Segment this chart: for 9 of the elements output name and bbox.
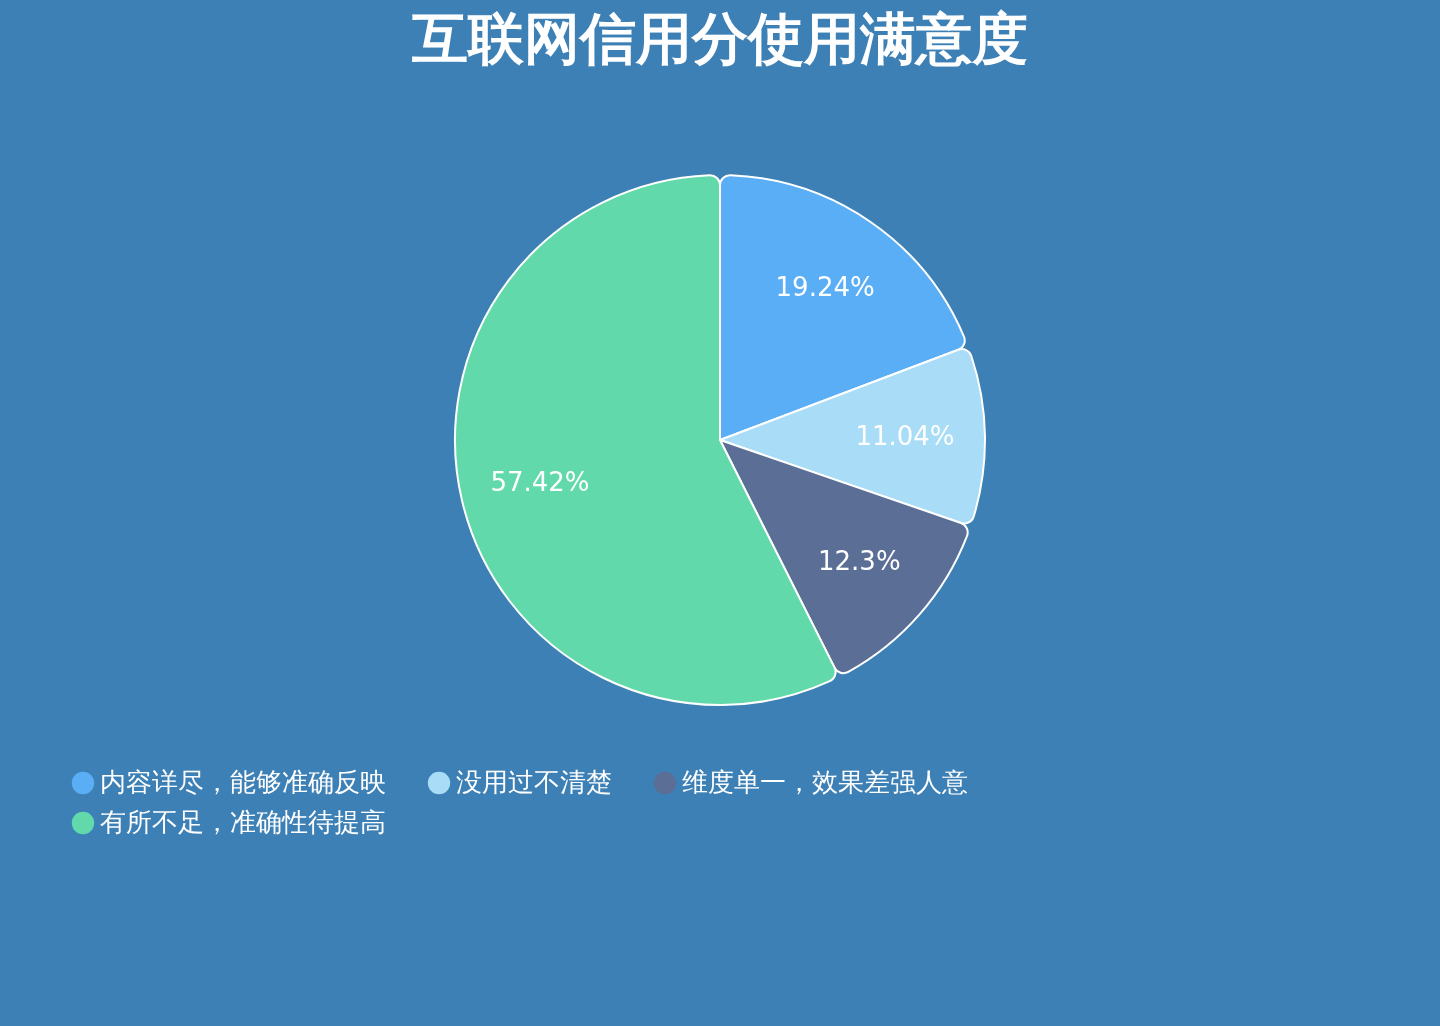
legend-label: 没用过不清楚	[456, 767, 612, 797]
legend-label: 内容详尽，能够准确反映	[100, 767, 386, 797]
chart-title: 互联网信用分使用满意度	[411, 6, 1028, 71]
data-label: 11.04%	[855, 421, 955, 452]
data-label: 12.3%	[818, 545, 901, 576]
data-label: 57.42%	[490, 466, 590, 497]
data-label: 19.24%	[775, 271, 875, 302]
legend-label: 维度单一，效果差强人意	[682, 767, 968, 797]
legend-label: 有所不足，准确性待提高	[100, 807, 386, 837]
